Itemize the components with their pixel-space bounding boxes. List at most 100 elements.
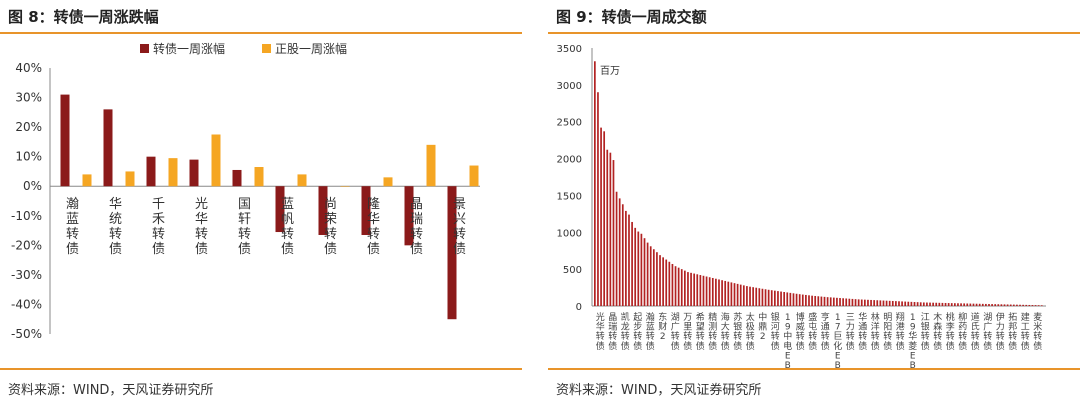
turnover-bar (671, 263, 674, 306)
x-category-label: 盛屯转债 (808, 311, 817, 352)
turnover-bar (677, 267, 680, 306)
bar-stock (254, 167, 264, 187)
turnover-bar (736, 283, 739, 306)
turnover-bar (600, 127, 602, 307)
turnover-bar (860, 299, 863, 306)
turnover-bar (811, 295, 813, 306)
bar-cb (361, 186, 371, 235)
turnover-bar (898, 301, 900, 306)
x-category-label: 博威转债 (796, 311, 805, 352)
y-tick-label: 0 (576, 302, 582, 313)
turnover-bar (988, 304, 990, 306)
y-tick-label: -20% (11, 238, 42, 252)
turnover-bar (674, 266, 677, 306)
turnover-bar (845, 298, 848, 306)
x-category-label: 瀚蓝转债 (646, 311, 655, 352)
turnover-bar (777, 291, 779, 306)
turnover-bar (789, 292, 792, 306)
turnover-bar (774, 290, 776, 306)
turnover-bar (652, 249, 655, 306)
turnover-bar (926, 302, 928, 306)
x-category-label: 1 9 中电 E B (783, 313, 792, 369)
turnover-bar (1025, 304, 1028, 306)
turnover-bar (848, 298, 851, 306)
turnover-bar (960, 303, 962, 306)
turnover-bar (690, 272, 692, 306)
turnover-bar (873, 300, 876, 306)
turnover-bar (904, 301, 907, 306)
turnover-bar (932, 302, 934, 306)
y-tick-label: 0% (23, 179, 42, 193)
turnover-bar (615, 191, 618, 306)
turnover-bar (929, 302, 931, 306)
turnover-bar (755, 287, 758, 306)
turnover-bar (972, 303, 975, 306)
turnover-bar (963, 303, 966, 306)
bar-stock (125, 171, 135, 187)
turnover-bar (705, 276, 708, 306)
turnover-bar (618, 198, 621, 306)
turnover-bar (665, 259, 668, 306)
bar-stock (340, 186, 350, 187)
turnover-bar (1028, 304, 1031, 306)
turnover-bar (656, 252, 658, 306)
x-category-label: 江银转债 (921, 312, 930, 352)
turnover-bar (832, 297, 835, 306)
turnover-bar (957, 303, 959, 306)
y-tick-label: 10% (15, 150, 42, 164)
turnover-bar (805, 294, 807, 306)
y-tick-label: 3500 (557, 44, 582, 55)
turnover-bar (801, 294, 804, 306)
turnover-bar (603, 131, 606, 306)
turnover-bar (594, 61, 596, 306)
x-category-label: 三力转债 (846, 313, 855, 352)
y-tick-label: 30% (15, 91, 42, 105)
turnover-bar (783, 291, 786, 306)
turnover-bar (730, 282, 733, 306)
x-category-label: 中鼎 2 (758, 311, 767, 342)
x-category-label: 东财 2 (658, 311, 667, 342)
turnover-bar (867, 299, 869, 306)
bar-cb (318, 186, 328, 235)
bar-stock (82, 174, 92, 187)
turnover-bar (742, 285, 745, 306)
turnover-bar (907, 301, 910, 306)
turnover-bar (981, 303, 984, 306)
x-category-label: 亨通转债 (821, 311, 830, 352)
turnover-bar (901, 301, 903, 306)
weekly-turnover-bar-chart: 3500 3000 2500 2000 1500 1000 500 0 百万光华转债晶瑞转债凯龙… (557, 44, 1046, 369)
turnover-bar (625, 210, 627, 306)
turnover-bar (1040, 305, 1043, 306)
turnover-bar (1012, 304, 1015, 306)
turnover-bar (966, 303, 969, 306)
turnover-bar (994, 304, 997, 306)
turnover-bar (621, 204, 624, 306)
turnover-bar (680, 269, 683, 306)
x-category-label: 海大转债 (721, 311, 730, 352)
turnover-bar (891, 300, 894, 306)
turnover-bar (668, 261, 671, 306)
x-category-label: 尚荣转债 (324, 197, 337, 257)
x-category-label: 拓邦转债 (1008, 311, 1017, 352)
turnover-bar (882, 300, 885, 306)
y-axis-unit-label: 百万 (600, 65, 620, 77)
turnover-bar (829, 297, 832, 306)
turnover-bar (631, 221, 633, 306)
x-category-label: 光华转债 (596, 311, 605, 352)
turnover-bar (1037, 305, 1040, 306)
turnover-bar (612, 160, 615, 306)
turnover-bar (975, 303, 978, 306)
turnover-bar (876, 300, 879, 306)
turnover-bar (1022, 304, 1024, 306)
y-tick-label: 1000 (557, 228, 582, 239)
turnover-bar (888, 300, 891, 306)
turnover-bar (795, 293, 798, 306)
turnover-bar (919, 302, 922, 306)
turnover-bar (842, 298, 844, 306)
turnover-bar (649, 246, 652, 306)
turnover-bar (758, 288, 761, 306)
turnover-bar (820, 296, 823, 306)
turnover-bar (1006, 304, 1009, 306)
turnover-bar (770, 290, 773, 306)
x-category-label: 苏银转债 (733, 311, 742, 352)
